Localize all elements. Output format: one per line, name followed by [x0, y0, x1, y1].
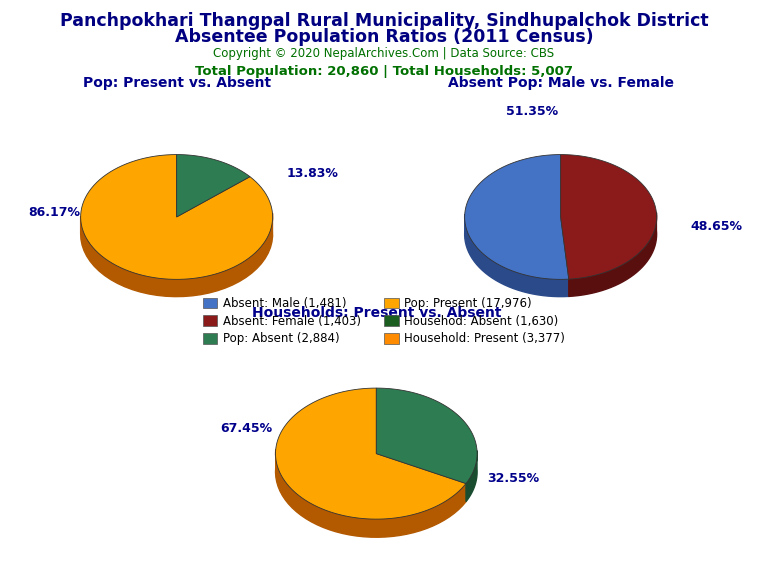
Polygon shape — [276, 388, 466, 519]
Legend: Absent: Male (1,481), Absent: Female (1,403), Pop: Absent (2,884), Pop: Present : Absent: Male (1,481), Absent: Female (1,… — [203, 297, 565, 346]
Title: Absent Pop: Male vs. Female: Absent Pop: Male vs. Female — [448, 75, 674, 90]
Title: Households: Present vs. Absent: Households: Present vs. Absent — [252, 306, 501, 320]
Polygon shape — [561, 154, 657, 279]
Text: Copyright © 2020 NepalArchives.Com | Data Source: CBS: Copyright © 2020 NepalArchives.Com | Dat… — [214, 47, 554, 60]
Text: Panchpokhari Thangpal Rural Municipality, Sindhupalchok District: Panchpokhari Thangpal Rural Municipality… — [60, 12, 708, 29]
Polygon shape — [177, 154, 250, 217]
Polygon shape — [276, 449, 466, 537]
Polygon shape — [81, 213, 273, 297]
Polygon shape — [81, 154, 273, 279]
Text: Absentee Population Ratios (2011 Census): Absentee Population Ratios (2011 Census) — [174, 28, 594, 46]
Polygon shape — [376, 388, 477, 483]
Polygon shape — [465, 154, 569, 279]
Text: Total Population: 20,860 | Total Households: 5,007: Total Population: 20,860 | Total Househo… — [195, 65, 573, 78]
Text: 48.65%: 48.65% — [690, 220, 742, 233]
Text: 67.45%: 67.45% — [220, 422, 272, 435]
Text: 32.55%: 32.55% — [487, 472, 539, 486]
Polygon shape — [466, 450, 477, 502]
Title: Pop: Present vs. Absent: Pop: Present vs. Absent — [83, 75, 270, 90]
Text: 51.35%: 51.35% — [506, 105, 558, 118]
Polygon shape — [465, 214, 569, 297]
Text: 86.17%: 86.17% — [28, 206, 80, 219]
Polygon shape — [569, 213, 657, 297]
Text: 13.83%: 13.83% — [287, 167, 339, 180]
